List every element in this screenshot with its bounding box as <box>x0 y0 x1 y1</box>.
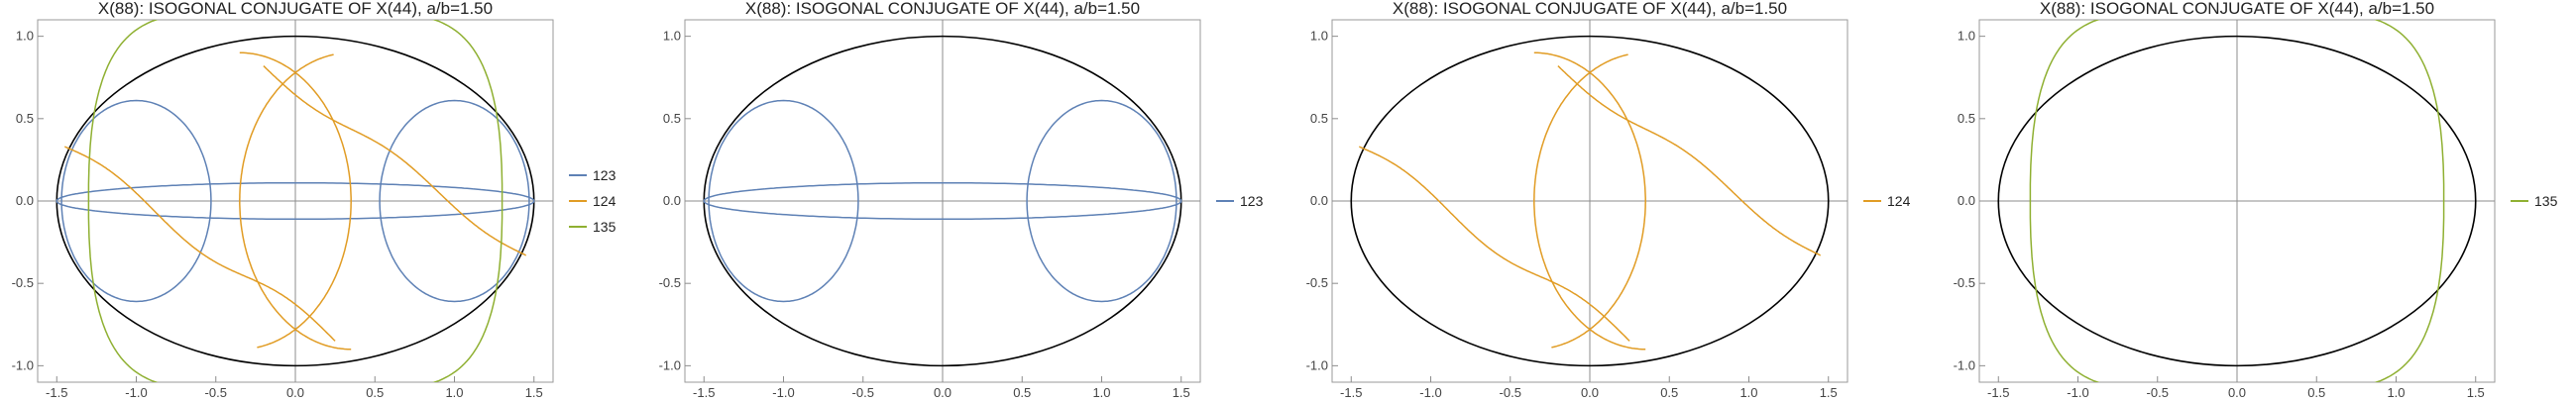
chart-title: X(88): ISOGONAL CONJUGATE OF X(44), a/b=… <box>1393 0 1787 18</box>
legend-item: 135 <box>569 219 616 235</box>
series-line <box>87 20 504 382</box>
y-tick-label: -0.5 <box>1306 275 1328 290</box>
y-tick-label: -1.0 <box>12 357 34 372</box>
reference-ellipse <box>1350 35 1830 367</box>
x-tick-label: 0.0 <box>286 385 304 400</box>
x-tick-label: 1.0 <box>445 385 463 400</box>
legend-label: 135 <box>2534 193 2558 209</box>
x-tick-label: -0.5 <box>2147 385 2169 400</box>
series-line <box>63 146 336 342</box>
y-tick-label: 1.0 <box>1310 29 1328 44</box>
series-124-curve <box>63 51 527 351</box>
legend-item: 123 <box>1216 193 1264 209</box>
y-tick-label: -0.5 <box>1954 275 1975 290</box>
series-line <box>703 181 1182 221</box>
x-tick-label: 0.5 <box>1013 385 1031 400</box>
y-tick-label: 0.0 <box>16 193 34 208</box>
y-tick-label: -0.5 <box>12 275 34 290</box>
legend-label: 124 <box>593 193 616 209</box>
chart-title: X(88): ISOGONAL CONJUGATE OF X(44), a/b=… <box>2040 0 2434 18</box>
series-line <box>239 51 352 349</box>
legend-label: 123 <box>593 167 616 183</box>
series-135-curve <box>87 20 504 382</box>
x-tick-label: -1.0 <box>772 385 794 400</box>
chart-panel-3: X(88): ISOGONAL CONJUGATE OF X(44), a/b=… <box>1306 0 1911 400</box>
y-tick-label: 0.0 <box>663 193 681 208</box>
y-tick-label: 1.0 <box>663 29 681 44</box>
series-line <box>1026 99 1177 303</box>
series-line <box>1358 146 1630 342</box>
x-tick-label: -1.5 <box>1340 385 1362 400</box>
series-135-curve <box>2029 20 2445 382</box>
legend-label: 135 <box>593 219 616 235</box>
series-123-curve <box>56 99 535 303</box>
series-line <box>60 99 212 303</box>
x-tick-label: -1.5 <box>1987 385 2009 400</box>
series-line <box>1533 53 1646 351</box>
x-tick-label: 0.0 <box>934 385 952 400</box>
chart-title: X(88): ISOGONAL CONJUGATE OF X(44), a/b=… <box>745 0 1140 18</box>
x-tick-label: -0.5 <box>205 385 227 400</box>
series-line <box>1557 65 1822 256</box>
y-tick-label: 0.0 <box>1958 193 1975 208</box>
y-tick-label: -1.0 <box>1306 357 1328 372</box>
series-line <box>2029 20 2445 382</box>
x-tick-label: -0.5 <box>852 385 874 400</box>
y-tick-label: 0.0 <box>1310 193 1328 208</box>
x-tick-label: 1.0 <box>2387 385 2405 400</box>
chart-title: X(88): ISOGONAL CONJUGATE OF X(44), a/b=… <box>98 0 493 18</box>
series-line <box>263 65 527 256</box>
x-tick-label: -0.5 <box>1500 385 1521 400</box>
x-tick-label: -1.0 <box>1419 385 1441 400</box>
x-tick-label: 0.5 <box>366 385 384 400</box>
y-tick-label: 0.5 <box>1310 111 1328 126</box>
x-tick-label: 1.0 <box>1092 385 1110 400</box>
series-line <box>1533 51 1646 349</box>
series-124-curve <box>1358 51 1822 351</box>
legend-label: 123 <box>1240 193 1264 209</box>
x-tick-label: 0.5 <box>2307 385 2325 400</box>
x-tick-label: -1.0 <box>2067 385 2088 400</box>
x-tick-label: 0.0 <box>2228 385 2246 400</box>
legend-item: 124 <box>569 193 616 209</box>
x-tick-label: 1.5 <box>525 385 543 400</box>
legend-item: 124 <box>1863 193 1911 209</box>
x-tick-label: 0.5 <box>1660 385 1678 400</box>
y-tick-label: -0.5 <box>659 275 681 290</box>
chart-panel-2: X(88): ISOGONAL CONJUGATE OF X(44), a/b=… <box>659 0 1264 400</box>
reference-ellipse <box>1997 35 2477 367</box>
series-line <box>708 99 859 303</box>
y-tick-label: 0.5 <box>1958 111 1975 126</box>
legend-label: 124 <box>1887 193 1911 209</box>
x-tick-label: 1.5 <box>1820 385 1838 400</box>
x-tick-label: -1.5 <box>46 385 67 400</box>
series-123-curve <box>703 99 1182 303</box>
x-tick-label: -1.5 <box>693 385 715 400</box>
chart-panel-1: X(88): ISOGONAL CONJUGATE OF X(44), a/b=… <box>12 0 616 400</box>
y-tick-label: 1.0 <box>16 29 34 44</box>
x-tick-label: 1.0 <box>1739 385 1757 400</box>
chart-panel-4: X(88): ISOGONAL CONJUGATE OF X(44), a/b=… <box>1954 0 2558 400</box>
x-tick-label: 1.5 <box>2467 385 2485 400</box>
x-tick-label: -1.0 <box>125 385 147 400</box>
series-line <box>239 53 352 351</box>
legend-item: 135 <box>2511 193 2558 209</box>
y-tick-label: 0.5 <box>663 111 681 126</box>
y-tick-label: -1.0 <box>1954 357 1975 372</box>
x-tick-label: 0.0 <box>1581 385 1599 400</box>
series-line <box>56 181 535 221</box>
x-tick-label: 1.5 <box>1173 385 1190 400</box>
y-tick-label: -1.0 <box>659 357 681 372</box>
legend-item: 123 <box>569 167 616 183</box>
y-tick-label: 1.0 <box>1958 29 1975 44</box>
y-tick-label: 0.5 <box>16 111 34 126</box>
series-line <box>379 99 530 303</box>
